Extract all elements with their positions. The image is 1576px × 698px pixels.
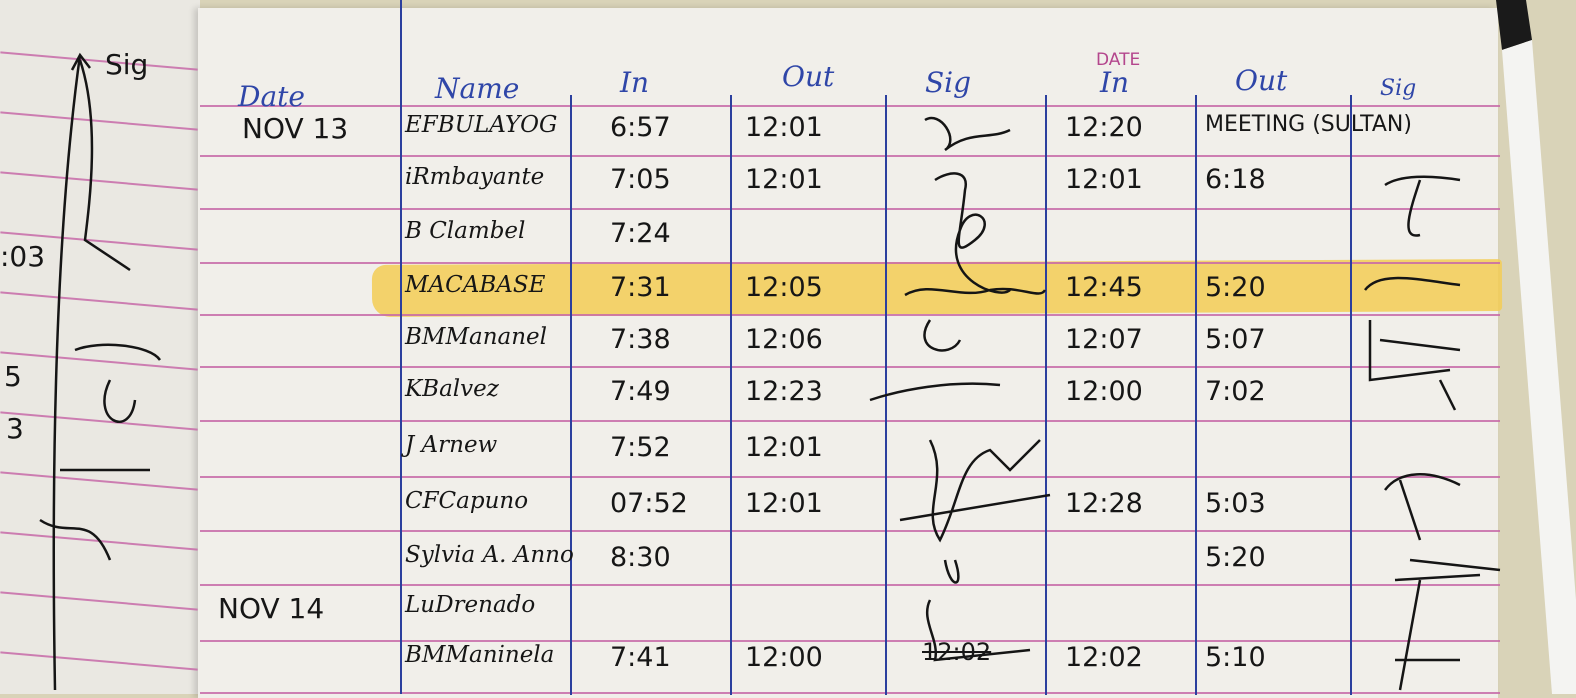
header-sig: Sig — [925, 66, 972, 99]
row-in2: 12:00 — [1065, 376, 1143, 407]
ruled-line — [200, 584, 1500, 586]
header-sig-2: Sig — [1380, 76, 1417, 101]
row-name: EFBULAYOG — [405, 112, 558, 138]
column-line — [1045, 95, 1047, 695]
ruled-line — [200, 208, 1500, 210]
ruled-line — [200, 530, 1500, 532]
row-name: MACABASE — [405, 272, 546, 298]
ruled-line — [200, 366, 1500, 368]
column-line — [730, 95, 732, 695]
row-in2: 12:02 — [1065, 642, 1143, 673]
header-out: Out — [782, 60, 835, 93]
left-page-arrow — [52, 52, 91, 691]
row-name: BMManinela — [405, 642, 555, 668]
row-in: 7:52 — [610, 432, 671, 463]
left-page-signature — [39, 59, 162, 561]
signature — [1368, 320, 1461, 411]
row-in2: 12:20 — [1065, 112, 1143, 143]
ruled-line — [200, 155, 1500, 157]
ruled-line — [200, 640, 1500, 642]
row-in: 8:30 — [610, 542, 671, 573]
left-page-fragment: 3 — [6, 412, 24, 445]
row-name: BMMananel — [405, 324, 548, 350]
ruled-line — [200, 420, 1500, 422]
row-out2: 5:07 — [1205, 324, 1266, 355]
header-date: Date — [238, 80, 305, 113]
column-line — [1350, 95, 1352, 695]
row-out2: 5:03 — [1205, 488, 1266, 519]
row-in: 7:38 — [610, 324, 671, 355]
header-in-2: In — [1100, 66, 1130, 99]
row-in: 7:31 — [610, 272, 671, 303]
row-out: 12:00 — [745, 642, 823, 673]
row-out2: MEETING (SULTAN) — [1205, 112, 1412, 137]
signature — [924, 116, 1011, 152]
row-out: 12:01 — [745, 488, 823, 519]
row-in2: 12:07 — [1065, 324, 1143, 355]
row-name: LuDrenado — [405, 592, 536, 618]
signature — [1384, 473, 1501, 691]
row-out2: 7:02 — [1205, 376, 1266, 407]
row-name: KBalvez — [405, 376, 499, 402]
ruled-line — [200, 314, 1500, 316]
row-in: 07:52 — [610, 488, 688, 519]
row-date: NOV 13 — [242, 112, 349, 145]
row-out: 12:23 — [745, 376, 823, 407]
signature — [925, 599, 1031, 662]
row-in2: 12:45 — [1065, 272, 1143, 303]
signature — [1364, 276, 1461, 291]
row-in: 7:41 — [610, 642, 671, 673]
row-name: iRmbayante — [405, 164, 545, 190]
row-out: 12:01 — [745, 432, 823, 463]
row-in2: 12:28 — [1065, 488, 1143, 519]
signature — [899, 439, 1051, 584]
row-out: 12:01 — [745, 112, 823, 143]
row-out2: 5:20 — [1205, 542, 1266, 573]
row-in: 6:57 — [610, 112, 671, 143]
row-out2: 5:20 — [1205, 272, 1266, 303]
signature — [934, 172, 1011, 294]
ruled-line — [200, 262, 1500, 264]
row-in: 7:24 — [610, 218, 671, 249]
marker-pen — [1496, 0, 1576, 694]
header-in: In — [620, 66, 650, 99]
ruled-line — [200, 105, 1500, 107]
row-out: 12:06 — [745, 324, 823, 355]
row-in: 7:49 — [610, 376, 671, 407]
printed-date-label: DATE — [1096, 50, 1141, 70]
row-out2: 6:18 — [1205, 164, 1266, 195]
column-line — [1195, 95, 1197, 695]
left-page-fragment: 5 — [4, 360, 22, 393]
signature — [1384, 175, 1461, 237]
column-line — [400, 0, 402, 694]
row-out: 12:01 — [745, 164, 823, 195]
row-name: J Arnew — [405, 432, 498, 458]
row-out: 12:05 — [745, 272, 823, 303]
row-name: B Clambel — [405, 218, 526, 244]
ruled-line — [200, 476, 1500, 478]
left-page-fragment: :03 — [0, 240, 46, 273]
header-out-2: Out — [1235, 64, 1288, 97]
row-out2: 5:10 — [1205, 642, 1266, 673]
signature — [869, 287, 1047, 402]
header-name: Name — [435, 72, 520, 105]
ruled-line — [200, 692, 1500, 694]
row-date: NOV 14 — [218, 592, 325, 625]
row-name: CFCapuno — [405, 488, 529, 514]
row-in: 7:05 — [610, 164, 671, 195]
row-name: Sylvia A. Anno — [405, 542, 574, 568]
left-page-sig-label: Sig — [105, 48, 149, 81]
row-in2: 12:01 — [1065, 164, 1143, 195]
logbook-page — [198, 8, 1498, 698]
column-line — [570, 95, 572, 695]
